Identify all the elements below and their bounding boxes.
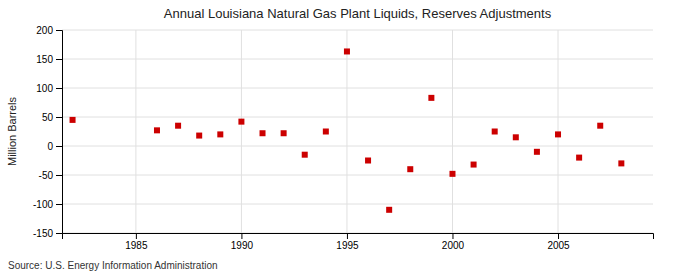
x-tick: 2005 <box>547 233 570 251</box>
source-annotation: Source: U.S. Energy Information Administ… <box>8 260 218 271</box>
point <box>618 160 624 166</box>
y-tick: 150 <box>36 54 62 65</box>
marks <box>70 48 625 212</box>
y-tick-label: 200 <box>36 25 53 36</box>
grid <box>62 30 653 233</box>
x-tick-mark <box>136 233 137 239</box>
point <box>323 129 329 135</box>
y-axis-label: Million Barrels <box>6 96 18 166</box>
x-tick: 1985 <box>125 233 148 251</box>
point <box>386 207 392 213</box>
y-tick-label: 0 <box>47 141 53 152</box>
y-tick: 200 <box>36 25 62 36</box>
point <box>217 131 223 137</box>
x-tick-mark <box>241 233 242 239</box>
plot-area: 1985 1990 1995 2000 2005 -150 -100 -50 0 50 100 150… <box>33 25 654 251</box>
x-tick: 2000 <box>442 233 465 251</box>
point <box>555 131 561 137</box>
page: {"chart_data": {"type": "scatter", "titl… <box>0 0 675 275</box>
point <box>513 134 519 140</box>
point <box>576 155 582 161</box>
x-grid-line <box>452 30 453 233</box>
y-tick-mark <box>56 146 62 147</box>
y-tick: -150 <box>33 228 62 239</box>
y-tick: 100 <box>36 83 62 94</box>
y-tick-label: -50 <box>39 170 54 181</box>
y-axis: -150 -100 -50 0 50 100 150 200 <box>33 25 63 239</box>
y-tick-label: 100 <box>36 83 53 94</box>
y-tick-mark <box>56 175 62 176</box>
x-tick-label: 1990 <box>231 240 254 251</box>
point <box>70 117 76 123</box>
point <box>196 133 202 139</box>
y-tick: -50 <box>39 170 62 181</box>
x-tick-mark <box>558 233 559 239</box>
x-tick-mark <box>452 233 453 239</box>
chart-container: 1985 1990 1995 2000 2005 -150 -100 -50 0 50 100 150… <box>0 0 675 275</box>
y-tick-mark <box>56 117 62 118</box>
y-tick-label: -100 <box>33 199 53 210</box>
x-axis: 1985 1990 1995 2000 2005 <box>63 233 654 251</box>
x-tick-label: 1995 <box>336 240 359 251</box>
y-tick-mark <box>56 30 62 31</box>
y-grid-line <box>62 175 653 176</box>
x-tick-label: 2000 <box>442 240 465 251</box>
y-tick-label: -150 <box>33 228 53 239</box>
chart-svg: 1985 1990 1995 2000 2005 -150 -100 -50 0 50 100 150… <box>0 0 675 275</box>
y-tick-mark <box>56 204 62 205</box>
y-tick-mark <box>56 59 62 60</box>
point <box>597 123 603 129</box>
y-tick-label: 150 <box>36 54 53 65</box>
title: Annual Louisiana Natural Gas Plant Liqui… <box>164 6 552 21</box>
x-tick-mark <box>347 233 348 239</box>
point <box>449 171 455 177</box>
x-grid-line <box>135 30 136 233</box>
y-grid-line <box>62 204 653 205</box>
point <box>407 166 413 172</box>
y-grid-line <box>62 59 653 60</box>
point <box>238 119 244 125</box>
x-tick: 1995 <box>336 233 359 251</box>
y-grid-line <box>62 117 653 118</box>
y-tick-label: 50 <box>42 112 54 123</box>
y-grid-line <box>62 88 653 89</box>
y-axis-line <box>56 31 63 234</box>
y-tick: 50 <box>42 112 62 123</box>
point <box>302 152 308 158</box>
point <box>428 95 434 101</box>
point <box>534 149 540 155</box>
point <box>492 129 498 135</box>
x-grid-line <box>346 30 347 233</box>
x-axis-line <box>63 234 654 240</box>
x-tick-label: 2005 <box>547 240 570 251</box>
x-tick: 1990 <box>231 233 254 251</box>
y-tick: 0 <box>47 141 62 152</box>
y-grid-line <box>62 146 653 147</box>
point <box>281 130 287 136</box>
point <box>154 127 160 133</box>
point <box>260 130 266 136</box>
y-tick-mark <box>56 88 62 89</box>
y-grid-line <box>62 30 653 31</box>
x-tick-label: 1985 <box>125 240 148 251</box>
point <box>344 48 350 54</box>
point <box>471 162 477 168</box>
x-grid-line <box>241 30 242 233</box>
y-tick: -100 <box>33 199 62 210</box>
point <box>365 158 371 164</box>
y-tick-mark <box>56 233 62 234</box>
point <box>175 123 181 129</box>
